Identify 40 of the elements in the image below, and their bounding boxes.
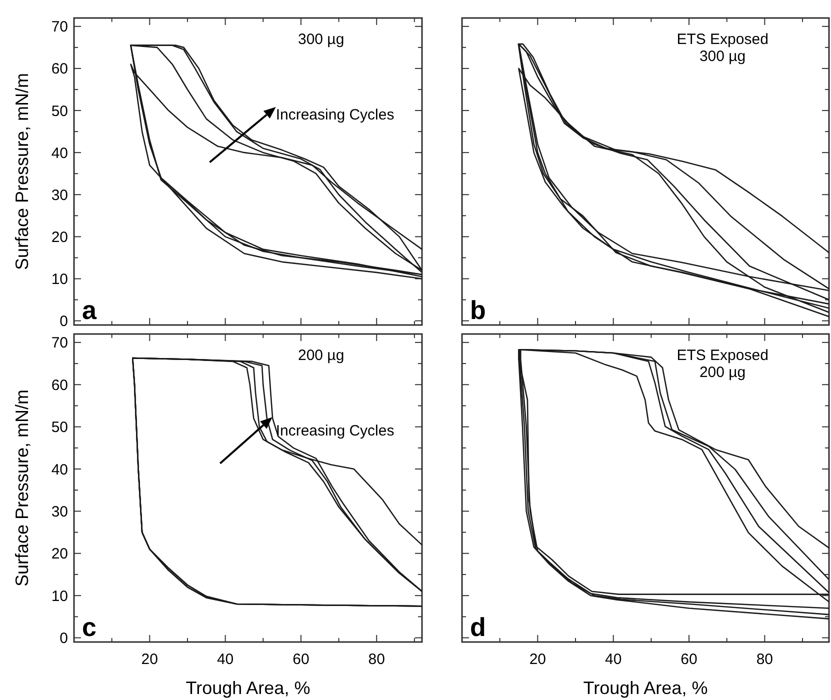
annotation: ETS Exposed	[676, 347, 768, 364]
annotation: a	[82, 295, 97, 325]
annotation: 200 µg	[699, 364, 746, 381]
y-tick-label: 70	[51, 334, 68, 352]
annotation: 300 µg	[298, 31, 344, 48]
y-tick-label: 30	[51, 186, 68, 204]
y-tick-label: 30	[51, 503, 68, 520]
y-axis-title: Surface Pressure, mN/m	[12, 389, 32, 587]
x-axis-title: Trough Area, %	[186, 678, 310, 698]
annotation: 300 µg	[699, 48, 746, 65]
y-tick-label: 40	[51, 144, 68, 162]
y-tick-label: 10	[51, 270, 68, 288]
y-axis-title: Surface Pressure, mN/m	[12, 72, 32, 270]
x-tick-label: 40	[604, 651, 622, 668]
annotation: c	[82, 612, 96, 642]
x-tick-label: 80	[756, 651, 774, 668]
x-tick-label: 20	[529, 651, 546, 668]
x-tick-label: 40	[216, 651, 234, 668]
annotation: 200 µg	[298, 347, 344, 364]
x-tick-label: 60	[680, 651, 698, 668]
y-tick-label: 40	[51, 461, 68, 478]
x-tick-label: 80	[368, 651, 385, 668]
annotation: d	[470, 612, 486, 642]
annotation: ETS Exposed	[676, 31, 768, 48]
y-tick-label: 50	[51, 419, 68, 436]
annotation: Increasing Cycles	[276, 422, 394, 440]
y-tick-label: 50	[51, 102, 68, 120]
y-tick-label: 20	[51, 546, 68, 563]
y-tick-label: 60	[51, 60, 68, 78]
y-tick-label: 10	[51, 588, 68, 605]
y-tick-label: 60	[51, 376, 68, 394]
x-axis-title: Trough Area, %	[583, 678, 708, 698]
x-tick-label: 60	[292, 651, 310, 668]
annotation: b	[470, 295, 486, 325]
y-tick-label: 20	[51, 228, 68, 246]
y-tick-label: 70	[51, 18, 68, 36]
y-tick-label: 0	[60, 630, 68, 648]
x-tick-label: 20	[141, 651, 158, 668]
y-tick-label: 0	[60, 313, 68, 330]
annotation: Increasing Cycles	[276, 106, 394, 124]
